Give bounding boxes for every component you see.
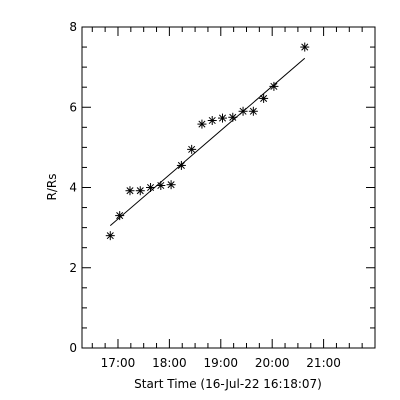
data-points [105, 42, 310, 241]
data-point [228, 112, 238, 122]
y-tick-label: 6 [69, 100, 77, 114]
y-tick-label: 2 [69, 261, 77, 275]
x-tick-label: 17:00 [101, 356, 136, 370]
data-point [259, 93, 269, 103]
data-point [176, 160, 186, 170]
y-tick-label: 4 [69, 181, 77, 195]
axis-ticks [82, 26, 375, 349]
fit-line-group [109, 57, 306, 226]
data-point [248, 106, 258, 116]
asterisk-stroke [106, 232, 114, 240]
asterisk-stroke [116, 212, 124, 220]
asterisk-stroke [301, 43, 309, 51]
asterisk-stroke [260, 94, 268, 102]
y-tick-labels: 0 2 4 6 8 [69, 20, 77, 355]
asterisk-stroke [270, 82, 278, 90]
asterisk-stroke [126, 187, 134, 195]
y-axis-title: R/Rs [45, 174, 59, 201]
asterisk-stroke [239, 107, 247, 115]
asterisk-stroke [147, 183, 155, 192]
data-point [197, 119, 207, 129]
asterisk-stroke [249, 107, 257, 115]
asterisk-stroke [188, 145, 196, 153]
asterisk-stroke [218, 114, 227, 122]
asterisk-stroke [198, 120, 206, 128]
data-point [218, 113, 228, 123]
data-point [135, 186, 145, 196]
data-point [166, 180, 176, 190]
x-tick-label: 19:00 [203, 356, 238, 370]
data-point [115, 211, 125, 221]
data-point [156, 180, 166, 190]
y-tick-label: 0 [69, 341, 77, 355]
data-point [207, 115, 217, 125]
asterisk-stroke [229, 113, 237, 121]
data-point [269, 81, 279, 91]
x-tick-label: 18:00 [152, 356, 187, 370]
asterisk-stroke [136, 187, 144, 195]
asterisk-stroke [157, 181, 165, 190]
data-point [125, 186, 135, 196]
x-tick-label: 21:00 [306, 356, 341, 370]
fit-line [109, 57, 306, 226]
data-point [146, 183, 156, 192]
plot-frame [81, 26, 376, 349]
data-point [187, 144, 197, 154]
asterisk-stroke [167, 181, 175, 189]
asterisk-stroke [177, 161, 185, 169]
data-point [238, 106, 248, 116]
data-point [300, 42, 310, 52]
y-tick-label: 8 [69, 20, 77, 34]
x-tick-labels: 17:00 18:00 19:00 20:00 21:00 [101, 356, 341, 370]
asterisk-stroke [208, 116, 216, 125]
data-point [105, 231, 115, 241]
x-tick-label: 20:00 [255, 356, 290, 370]
x-axis-title: Start Time (16-Jul-22 16:18:07) [134, 377, 322, 391]
